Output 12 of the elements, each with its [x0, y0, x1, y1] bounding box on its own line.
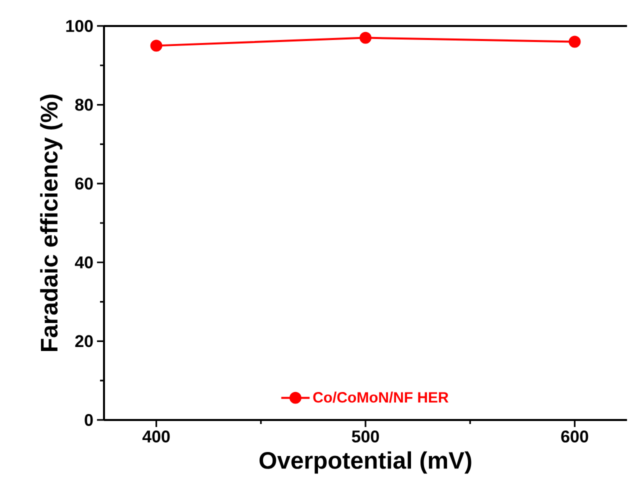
y-tick-label: 80 [75, 98, 93, 111]
y-axis-title: Faradaic efficiency (%) [40, 94, 62, 351]
x-tick-label: 600 [561, 430, 588, 443]
legend-label: Co/CoMoN/NF HER [313, 392, 448, 403]
y-tick-label: 40 [74, 256, 93, 268]
y-tick-label: 0 [84, 414, 93, 426]
x-tick-label: 400 [142, 430, 170, 443]
x-tick-label: 500 [352, 430, 379, 443]
y-tick-label: 60 [75, 178, 93, 190]
y-tick-label: 20 [75, 335, 93, 348]
x-axis-title: Overpotential (mV) [260, 451, 472, 474]
y-tick-label: 100 [66, 20, 93, 32]
